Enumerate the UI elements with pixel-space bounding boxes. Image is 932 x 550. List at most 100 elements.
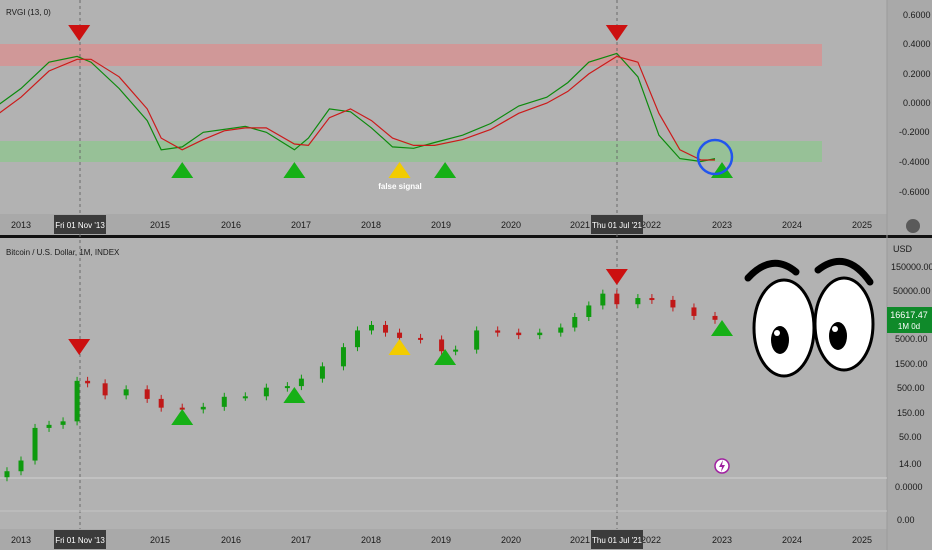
y-tick: -0.2000 [899, 127, 930, 137]
rvgi-fast-line [0, 52, 716, 163]
y-tick: 0.00 [897, 515, 915, 525]
candle-body [340, 347, 346, 367]
lightning-icon[interactable] [714, 458, 730, 474]
candle-body [263, 387, 269, 397]
y-tick: 500.00 [897, 383, 925, 393]
candle-body [670, 299, 676, 308]
candle-body [123, 389, 129, 396]
candle-body [32, 427, 38, 461]
candle-body [221, 396, 227, 407]
y-tick: 5000.00 [895, 334, 928, 344]
candle-body [439, 339, 445, 352]
indicator-time-axis [0, 214, 887, 235]
candle-body [397, 332, 403, 338]
candle-body [572, 317, 578, 328]
rvgi-signal-line [0, 55, 715, 161]
x-tick: 2018 [361, 535, 381, 545]
price-time-axis [0, 529, 887, 550]
y-tick: -0.6000 [899, 187, 930, 197]
price-axis-strip [887, 0, 932, 550]
x-tick: 2017 [291, 535, 311, 545]
sell-signal-marker [605, 269, 628, 285]
candle-body [200, 406, 206, 410]
candle-body [516, 332, 522, 336]
candle-body [158, 398, 164, 408]
buy-signal-marker [434, 162, 457, 178]
candle-body [179, 407, 185, 410]
crosshair-label-bg [54, 530, 106, 549]
candle-body [354, 330, 360, 348]
indicator-lines [0, 52, 716, 163]
crosshair-label-bg [591, 530, 643, 549]
highlight-circle [696, 138, 734, 176]
candle-body [284, 386, 290, 389]
buy-signal-marker [171, 409, 194, 425]
time-axis-top: 2013 2015 2016 2017 2018 2019 2020 2021 … [11, 220, 872, 230]
circle-button-icon[interactable] [906, 219, 920, 233]
crosshair-label-bg [591, 215, 643, 234]
crosshair-date-label: Fri 01 Nov '13 [55, 536, 105, 545]
candle-body [558, 327, 564, 333]
candle-body [319, 366, 325, 379]
x-tick: 2022 [641, 535, 661, 545]
candle-body [85, 380, 91, 384]
cartoon-eyes-icon [744, 258, 875, 378]
indicator-title: RVGI (13, 0) [6, 8, 51, 17]
currency-label: USD [893, 244, 913, 254]
buy-signal-marker [283, 162, 306, 178]
y-tick: 0.6000 [903, 10, 931, 20]
candle-body [4, 471, 10, 478]
x-tick: 2013 [11, 535, 31, 545]
candle-body [691, 307, 697, 316]
x-tick: 2024 [782, 535, 802, 545]
x-tick: 2021 [570, 535, 590, 545]
candle-body [586, 305, 592, 318]
x-tick: 2020 [501, 220, 521, 230]
candle-body [474, 330, 480, 350]
y-tick: 0.2000 [903, 69, 931, 79]
buy-signal-marker [283, 387, 306, 403]
time-axis-bottom: 2013 2015 2016 2017 2018 2019 2020 2021 … [11, 535, 872, 545]
candle-body [242, 396, 248, 399]
candle-body [102, 383, 108, 396]
candles [4, 289, 718, 482]
overbought-zone [0, 44, 822, 66]
false-signal-marker [388, 162, 411, 178]
sell-signal-marker [605, 25, 628, 41]
sell-signal-marker [68, 339, 91, 355]
candle-body [18, 460, 24, 472]
candle-body [712, 315, 718, 320]
crosshair-date-label: Thu 01 Jul '21 [592, 221, 643, 230]
price-y-axis: 150000.00 50000.00 5000.00 1500.00 500.0… [891, 262, 932, 525]
candle-body [537, 332, 543, 336]
candle-body [614, 293, 620, 305]
crosshair-date-label: Thu 01 Jul '21 [592, 536, 643, 545]
candle-body [298, 378, 304, 387]
y-tick: 50.00 [899, 432, 922, 442]
candle-body [144, 389, 150, 399]
x-tick: 2024 [782, 220, 802, 230]
y-tick: 150.00 [897, 408, 925, 418]
candle-body [453, 349, 459, 352]
x-tick: 2023 [712, 535, 732, 545]
x-tick: 2020 [501, 535, 521, 545]
x-tick: 2016 [221, 220, 241, 230]
x-tick: 2019 [431, 220, 451, 230]
false-signal-marker [388, 339, 411, 355]
x-tick: 2023 [712, 220, 732, 230]
buy-signal-marker [711, 320, 733, 336]
last-interval: 1M 0d [898, 322, 920, 331]
candle-body [383, 324, 389, 333]
candle-body [418, 337, 424, 340]
false-signal-label: false signal [378, 182, 422, 191]
x-tick: 2017 [291, 220, 311, 230]
y-tick: 50000.00 [893, 286, 931, 296]
candle-body [600, 293, 606, 306]
candle-body [649, 298, 655, 301]
candle-body [369, 324, 374, 331]
buy-signal-marker [434, 349, 457, 365]
x-tick: 2022 [641, 220, 661, 230]
y-tick: 150000.00 [891, 262, 932, 272]
x-tick: 2025 [852, 220, 872, 230]
